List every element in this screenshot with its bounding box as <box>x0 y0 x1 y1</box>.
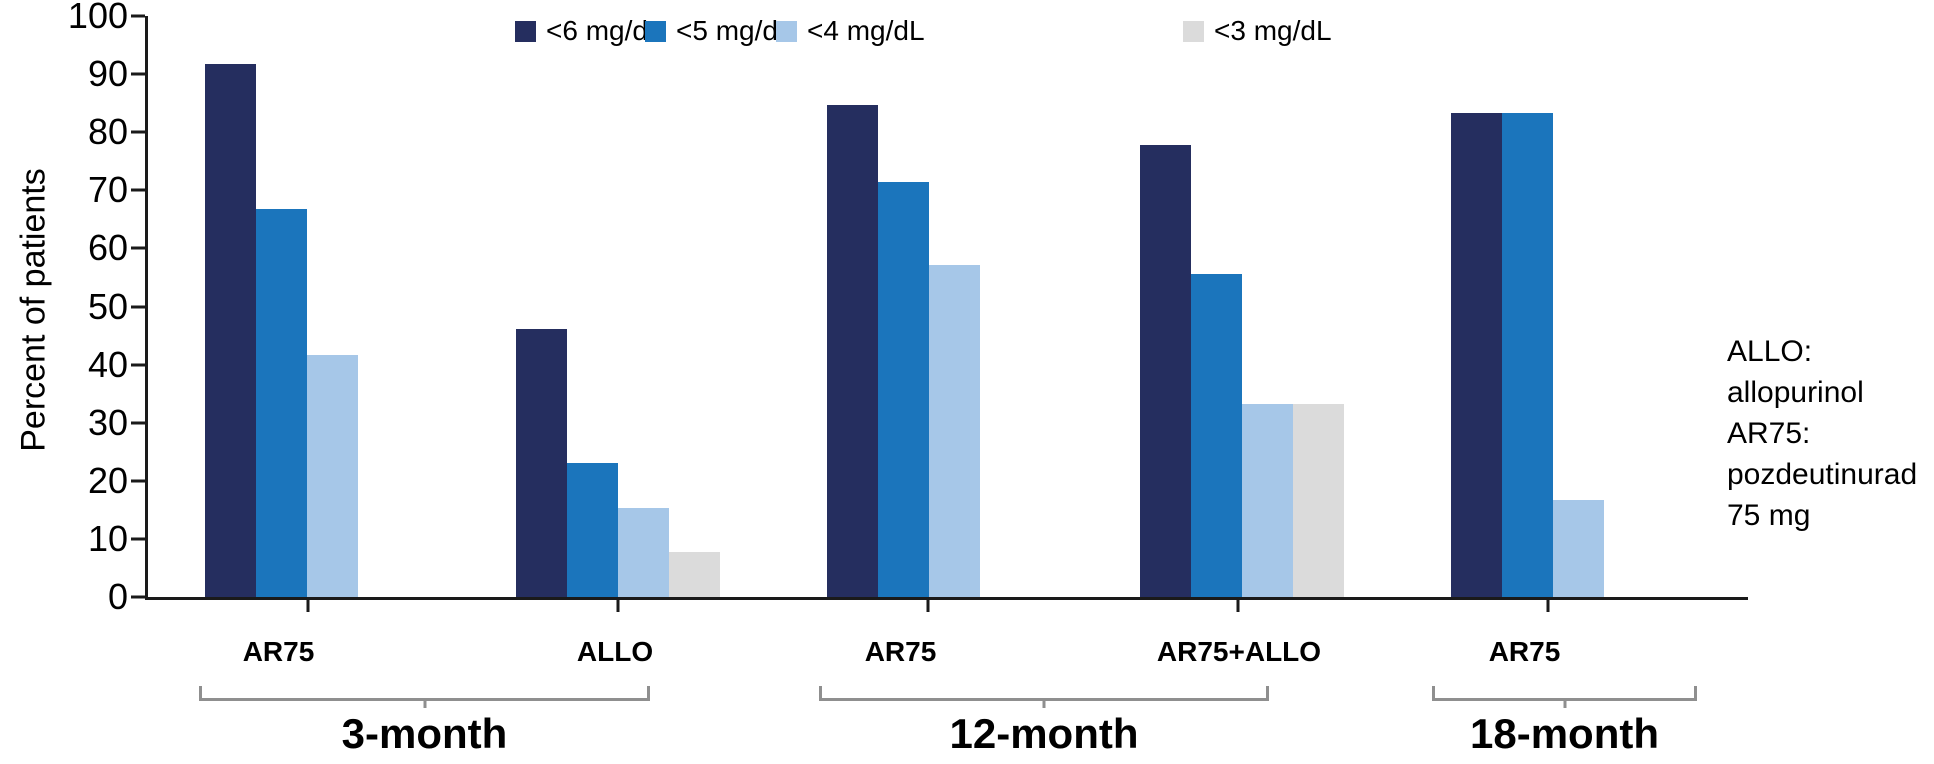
bar-4mgdl <box>1553 499 1604 597</box>
y-axis-tick-label: 80 <box>87 111 128 153</box>
y-axis-tick <box>131 421 145 425</box>
bar-3mgdl <box>669 552 720 597</box>
y-axis-tick-label: 90 <box>87 53 128 95</box>
bar-4mgdl <box>929 265 980 597</box>
legend-label-lt4: <4 mg/dL <box>807 15 925 46</box>
abbreviation-note-line: AR75: <box>1727 417 1811 450</box>
abbreviation-note-line: allopurinol <box>1727 376 1864 409</box>
bar-group-12-month-ar75+allo <box>1140 144 1344 597</box>
legend-swatch-lt3-icon <box>1183 20 1204 42</box>
bar-6mgdl <box>205 64 256 597</box>
x-axis-tick <box>1236 600 1240 612</box>
legend-swatch-lt4-icon <box>776 20 797 42</box>
period-label: 12-month <box>949 710 1139 757</box>
x-axis-tick <box>1546 600 1550 612</box>
y-axis-tick <box>131 14 145 18</box>
bar-6mgdl <box>516 328 567 597</box>
legend-swatch-lt5-icon <box>645 20 666 42</box>
x-axis-tick <box>926 600 930 612</box>
y-axis-title: Percent of patients <box>14 168 53 452</box>
bar-group-12-month-ar75 <box>827 105 980 597</box>
legend-label-lt3: <3 mg/dL <box>1214 15 1332 46</box>
bar-6mgdl <box>1140 144 1191 597</box>
group-label: AR75 <box>864 636 937 667</box>
y-axis-tick-label: 60 <box>87 227 128 269</box>
y-axis-tick-label: 20 <box>87 459 128 501</box>
y-axis-tick <box>131 363 145 367</box>
legend-label-lt6: <6 mg/dL <box>546 15 664 46</box>
y-axis-tick <box>131 188 145 192</box>
bar-3mgdl <box>1293 403 1344 597</box>
abbreviation-note-line: 75 mg <box>1727 499 1811 532</box>
x-axis-tick <box>306 600 310 612</box>
legend-label-lt5: <5 mg/dL <box>676 15 794 46</box>
bar-6mgdl <box>827 105 878 597</box>
period-bracket <box>199 686 650 708</box>
y-axis-tick <box>131 72 145 76</box>
bar-4mgdl <box>1242 403 1293 597</box>
y-axis-tick <box>131 130 145 134</box>
bar-5mgdl <box>1502 113 1553 597</box>
x-axis-tick <box>616 600 620 612</box>
abbreviation-note-line: pozdeutinurad <box>1727 458 1918 491</box>
y-axis-tick <box>131 246 145 250</box>
legend-item-lt4: <4 mg/dL <box>776 15 925 46</box>
y-axis-tick <box>131 479 145 483</box>
abbreviation-note-line: ALLO: <box>1727 335 1813 368</box>
bar-group-3-month-allo <box>516 328 720 597</box>
bar-5mgdl <box>878 182 929 597</box>
y-axis-tick-label: 50 <box>87 285 128 327</box>
bar-group-18-month-ar75 <box>1451 113 1604 597</box>
y-axis-tick <box>131 595 145 599</box>
period-bracket <box>819 686 1269 708</box>
bar-6mgdl <box>1451 113 1502 597</box>
period-label: 18-month <box>1470 710 1659 757</box>
y-axis-tick-label: 30 <box>87 401 128 443</box>
period-bracket <box>1432 686 1697 708</box>
group-label: AR75 <box>1488 636 1561 667</box>
abbreviation-note: ALLO: allopurinol AR75: pozdeutinurad 75 mg <box>1727 331 1917 536</box>
legend-swatch-lt6-icon <box>515 20 536 42</box>
y-axis-tick <box>131 537 145 541</box>
bar-5mgdl <box>1191 273 1242 597</box>
y-axis-tick-label: 0 <box>107 576 128 617</box>
legend-item-lt6: <6 mg/dL <box>515 15 664 46</box>
y-axis-tick-label: 100 <box>67 0 128 36</box>
bar-4mgdl <box>307 354 358 597</box>
legend-item-lt5: <5 mg/dL <box>645 15 794 46</box>
bar-group-3-month-ar75 <box>205 64 358 597</box>
group-label: ALLO <box>576 636 654 667</box>
y-axis-tick-label: 40 <box>87 343 128 385</box>
y-axis-tick <box>131 305 145 308</box>
bar-4mgdl <box>618 507 669 597</box>
legend-item-lt3: <3 mg/dL <box>1183 15 1332 46</box>
bar-5mgdl <box>567 462 618 597</box>
group-label: AR75+ALLO <box>1156 636 1322 667</box>
period-label: 3-month <box>341 710 508 757</box>
bar-5mgdl <box>256 209 307 597</box>
group-label: AR75 <box>242 636 315 667</box>
plot-area: 0 10 20 30 40 50 60 70 80 90 100 <box>68 0 1748 615</box>
y-axis-tick-label: 70 <box>87 169 128 211</box>
y-axis-tick-label: 10 <box>87 517 128 559</box>
